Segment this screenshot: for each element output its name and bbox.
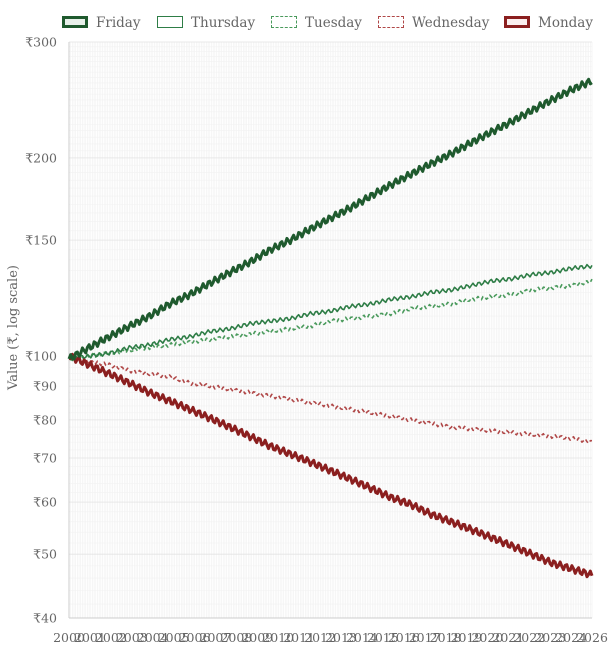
x-tick-label: 2000 — [53, 630, 85, 645]
legend-swatch — [378, 16, 404, 28]
legend-swatch — [504, 16, 530, 28]
x-tick-label: 2007 — [200, 630, 232, 645]
x-tick-label: 2021 — [492, 630, 524, 645]
x-tick-label: 2026 — [576, 630, 608, 645]
x-tick-label: 2013 — [325, 630, 357, 645]
y-tick-label: ₹150 — [25, 233, 57, 248]
x-tick-label: 2003 — [116, 630, 148, 645]
legend-swatch — [62, 16, 88, 28]
series-line-wednesday — [68, 354, 593, 445]
x-tick-label: 2017 — [409, 630, 441, 645]
series-line-tuesday — [68, 278, 593, 361]
x-tick-label: 2018 — [430, 630, 462, 645]
legend-label: Wednesday — [412, 15, 490, 31]
x-tick-label: 2005 — [158, 630, 190, 645]
x-tick-label: 2006 — [179, 630, 211, 645]
x-tick-label: 2020 — [471, 630, 503, 645]
x-tick-label: 2010 — [262, 630, 294, 645]
x-tick-label: 2008 — [220, 630, 252, 645]
x-tick-label: 2024 — [555, 630, 587, 645]
x-tick-label: 2002 — [95, 630, 127, 645]
legend-label: Tuesday — [305, 15, 362, 31]
x-tick-label: 2015 — [367, 630, 399, 645]
x-tick-label: 2016 — [388, 630, 420, 645]
y-tick-label: ₹200 — [25, 150, 57, 165]
x-tick-label: 2019 — [451, 630, 483, 645]
legend-label: Friday — [96, 15, 141, 31]
y-tick-label: ₹90 — [33, 379, 57, 394]
y-tick-label: ₹300 — [25, 35, 57, 50]
x-tick-label: 2023 — [534, 630, 566, 645]
legend-swatch — [271, 16, 297, 28]
y-tick-label: ₹70 — [33, 451, 57, 466]
chart-legend: Friday Thursday Tuesday Wednesday Monday — [0, 0, 609, 40]
x-tick-label: 2009 — [241, 630, 273, 645]
legend-swatch — [157, 16, 183, 28]
series-line-thursday — [68, 263, 593, 362]
series-line-friday — [67, 77, 593, 361]
y-tick-label: ₹80 — [33, 412, 57, 427]
y-tick-label: ₹60 — [33, 495, 57, 510]
x-tick-label: 2014 — [346, 630, 378, 645]
x-tick-label: 2011 — [283, 630, 315, 645]
y-tick-label: ₹100 — [25, 349, 57, 364]
x-tick-label: 2004 — [137, 630, 169, 645]
x-tick-label: 2022 — [513, 630, 545, 645]
x-tick-label: 2012 — [304, 630, 336, 645]
y-tick-label: ₹50 — [33, 547, 57, 562]
legend-label: Thursday — [191, 15, 256, 31]
legend-label: Monday — [538, 15, 593, 31]
x-tick-label: 2001 — [74, 630, 106, 645]
y-axis-label: Value (₹, log scale) — [6, 265, 21, 390]
y-tick-label: ₹40 — [33, 611, 57, 626]
series-line-monday — [68, 352, 594, 579]
